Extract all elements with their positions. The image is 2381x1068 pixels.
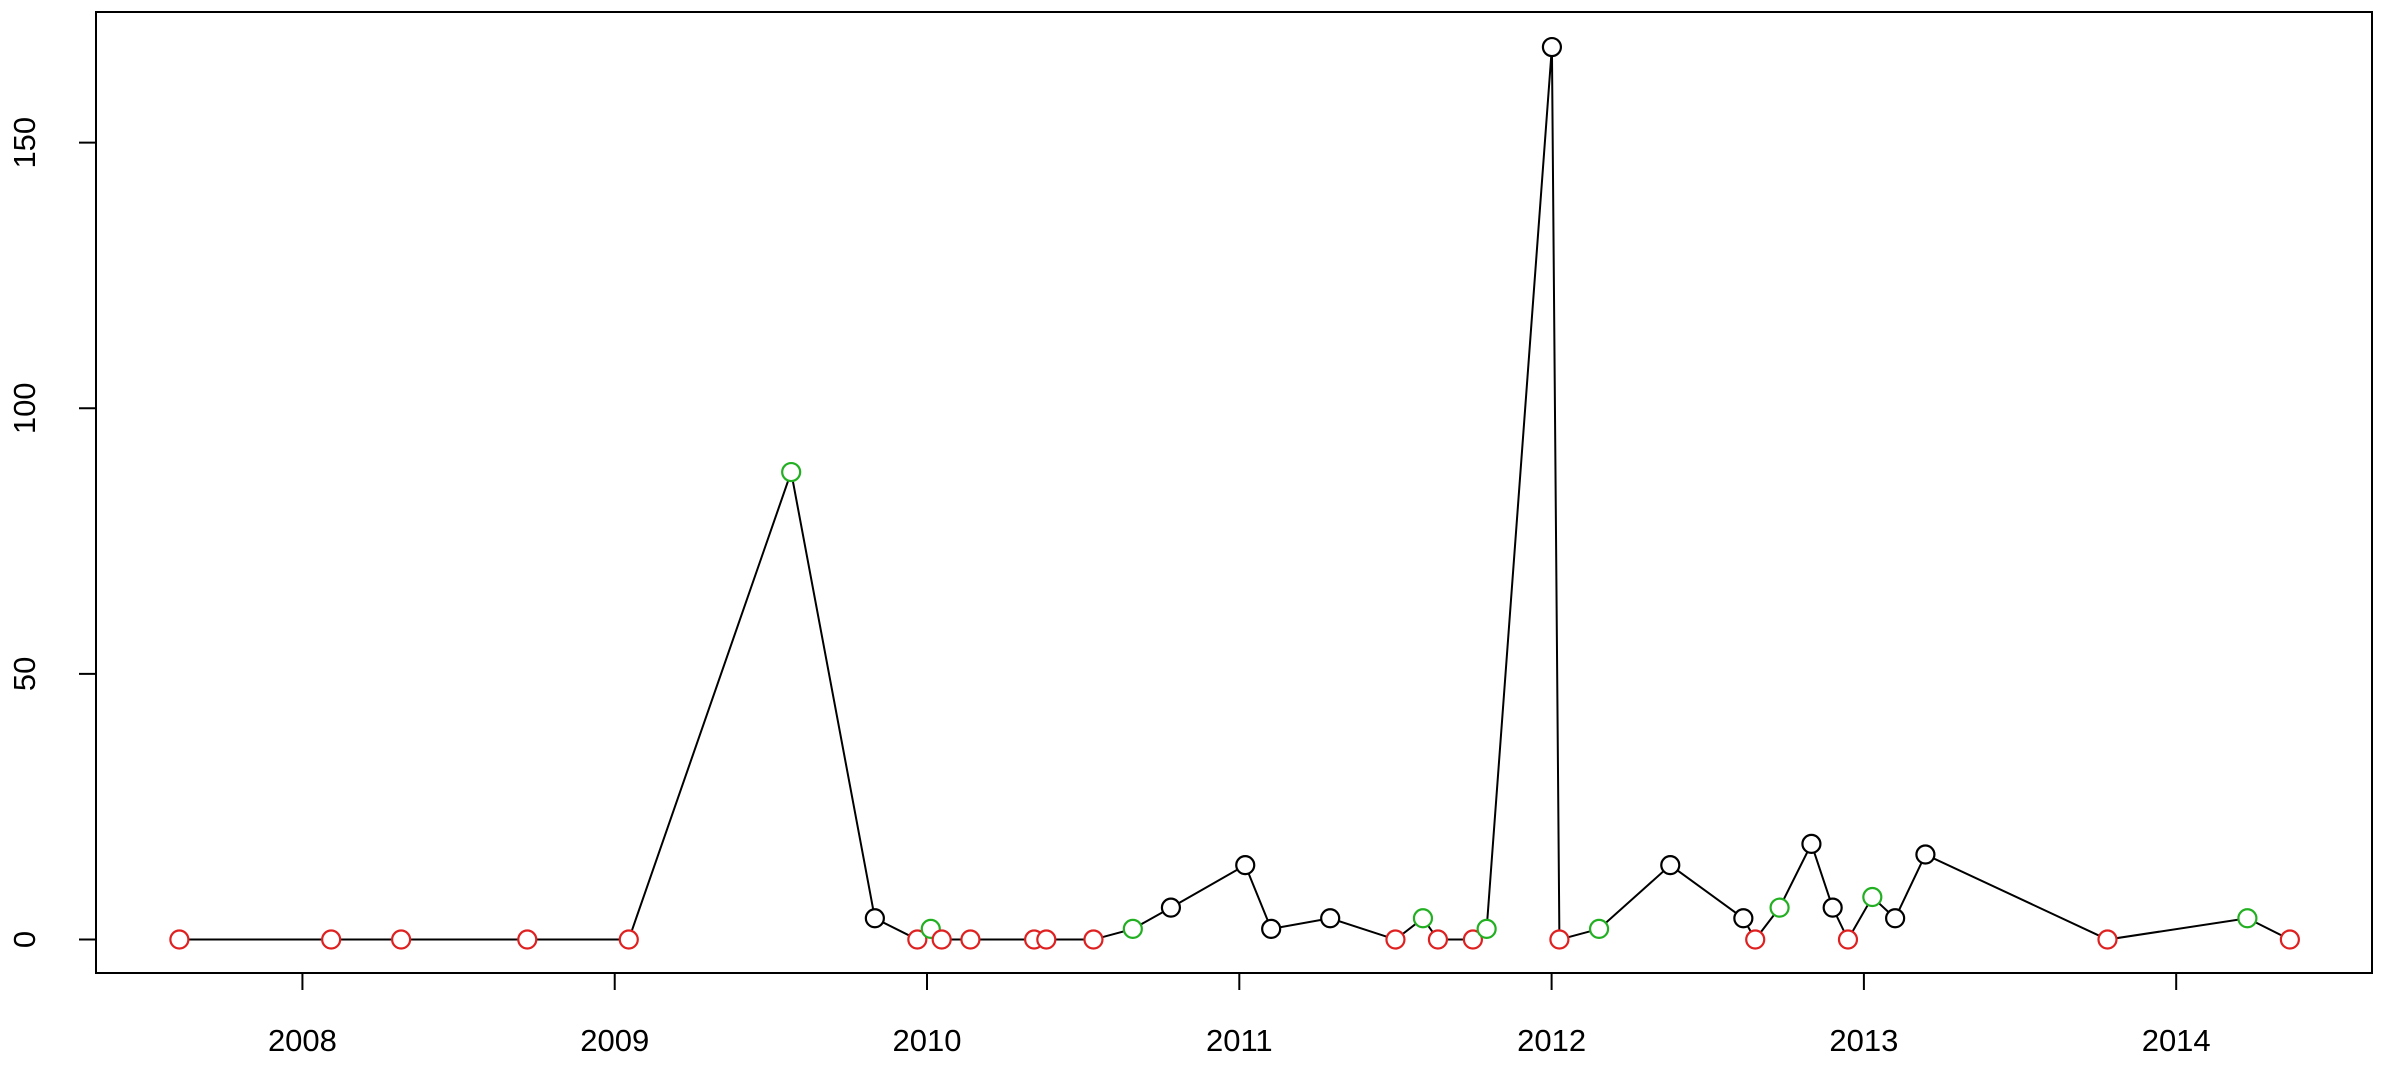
data-line	[179, 46, 2291, 942]
data-point	[1261, 918, 1282, 940]
data-point	[321, 929, 342, 950]
data-point	[1122, 918, 1143, 940]
data-point	[1235, 855, 1256, 876]
data-point	[1862, 886, 1883, 908]
data-point	[931, 929, 952, 950]
data-point	[1915, 844, 1936, 865]
plot-frame	[95, 11, 2373, 974]
data-point	[1385, 929, 1406, 950]
data-point	[1660, 855, 1681, 876]
x-tick-label: 2009	[580, 1023, 649, 1058]
data-point	[1837, 929, 1859, 950]
data-point	[1320, 908, 1341, 929]
y-tick-label: 150	[7, 117, 42, 169]
data-point	[1822, 897, 1843, 918]
data-point	[1083, 929, 1104, 950]
data-point	[1462, 929, 1484, 950]
data-point	[1160, 897, 1182, 918]
data-point	[960, 929, 981, 950]
data-point	[2237, 908, 2258, 929]
data-point	[1733, 908, 1754, 929]
x-tick-label: 2014	[2142, 1023, 2211, 1058]
x-tick-label: 2013	[1829, 1023, 1898, 1058]
x-tick-label: 2010	[893, 1023, 962, 1058]
data-point	[1412, 908, 1434, 929]
data-point	[391, 929, 412, 950]
data-point	[2279, 929, 2300, 950]
y-tick-label: 0	[7, 931, 42, 948]
x-tick-label: 2008	[268, 1023, 337, 1058]
data-point	[864, 908, 885, 929]
data-point	[618, 929, 639, 950]
data-point	[907, 929, 928, 950]
data-point	[169, 929, 190, 950]
data-point	[1476, 918, 1497, 940]
data-point	[1541, 36, 1563, 58]
x-tick-label: 2011	[1206, 1023, 1273, 1058]
data-point	[781, 461, 802, 483]
x-tick-label: 2012	[1517, 1023, 1586, 1058]
data-point	[1769, 897, 1790, 918]
y-tick-label: 50	[7, 657, 42, 691]
data-point	[1549, 929, 1570, 950]
y-tick-label: 100	[7, 382, 42, 434]
data-point	[1801, 833, 1822, 855]
data-point	[1745, 929, 1766, 950]
data-point	[1036, 929, 1057, 950]
data-point	[1588, 918, 1610, 940]
data-point	[517, 929, 538, 950]
data-point	[1427, 929, 1449, 950]
data-point	[2097, 929, 2118, 950]
data-point	[1885, 908, 1906, 929]
